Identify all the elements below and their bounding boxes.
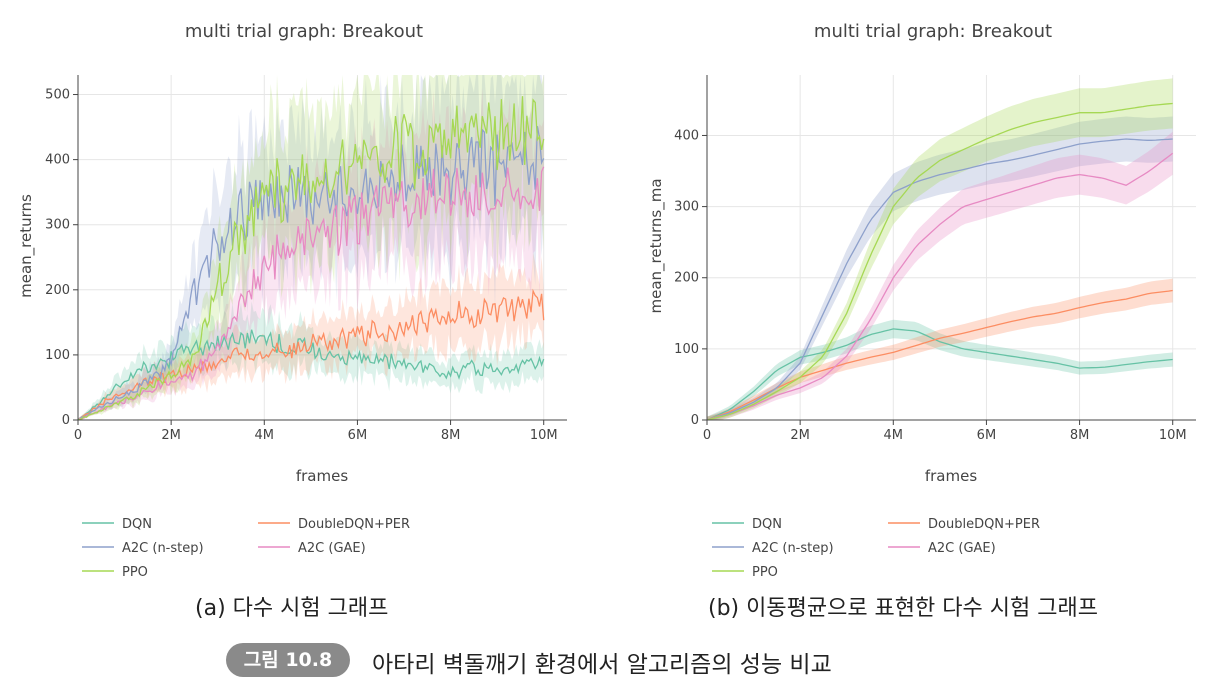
chart-title: multi trial graph: Breakout — [185, 21, 423, 42]
series-line-doubledqn-per — [706, 289, 1173, 421]
series-band-dqn — [78, 301, 544, 420]
series-line-ppo — [77, 96, 545, 421]
legend-item[interactable]: PPO — [712, 565, 778, 580]
y-tick-label: 200 — [674, 271, 699, 286]
x-tick-label: 10M — [530, 428, 558, 443]
x-tick-label: 0 — [74, 428, 82, 443]
subfigure-caption-b: (b) 이동평균으로 표현한 다수 시험 그래프 — [708, 596, 1098, 621]
legend-label: DQN — [122, 517, 152, 532]
legend: DQN DoubleDQN+PER A2C (n-step) A2C (GAE) PPO — [82, 517, 410, 580]
legend-label: DoubleDQN+PER — [298, 517, 410, 532]
legend-label: DoubleDQN+PER — [928, 517, 1040, 532]
series-line-ppo — [706, 102, 1173, 421]
series-band-doubledqn-per — [707, 278, 1173, 420]
legend-label: A2C (n-step) — [752, 541, 834, 556]
y-tick-label: 0 — [691, 413, 699, 428]
y-tick-label: 400 — [674, 128, 699, 143]
chart-title: multi trial graph: Breakout — [814, 21, 1052, 42]
x-tick-label: 2M — [790, 428, 810, 443]
subfigure-caption-a: (a) 다수 시험 그래프 — [195, 596, 389, 621]
series-line-doubledqn-per — [77, 288, 545, 421]
series-band-dqn — [707, 319, 1173, 420]
chart-moving-average: multi trial graph: Breakout 0 2M 4M 6M 8M 10M… — [647, 21, 1196, 580]
figure-caption: 아타리 벽돌깨기 환경에서 알고리즘의 성능 비교 — [372, 652, 832, 678]
legend-label: A2C (GAE) — [928, 541, 996, 556]
legend-item[interactable]: A2C (GAE) — [888, 541, 996, 556]
legend-label: A2C (n-step) — [122, 541, 204, 556]
y-tick-label: 100 — [674, 342, 699, 357]
figure-number-badge: 그림 10.8 — [226, 643, 350, 677]
x-tick-label: 4M — [884, 428, 904, 443]
y-tick-label: 400 — [45, 153, 70, 168]
series-line-a2c-n-step- — [706, 138, 1173, 421]
legend-item[interactable]: DQN — [82, 517, 152, 532]
legend-item[interactable]: DoubleDQN+PER — [888, 517, 1040, 532]
chart-raw: multi trial graph: Breakout 0 2M 4M 6M 8M 10M… — [17, 21, 567, 580]
series-line-a2c-gae- — [77, 166, 545, 421]
legend-label: DQN — [752, 517, 782, 532]
legend-item[interactable]: PPO — [82, 565, 148, 580]
legend-item[interactable]: DQN — [712, 517, 782, 532]
legend-item[interactable]: A2C (n-step) — [82, 541, 204, 556]
series-line-dqn — [706, 328, 1173, 421]
y-tick-label: 100 — [45, 348, 70, 363]
legend-item[interactable]: A2C (GAE) — [258, 541, 366, 556]
y-tick-label: 200 — [45, 283, 70, 298]
y-axis-label: mean_returns — [17, 194, 36, 298]
y-tick-label: 0 — [62, 413, 70, 428]
legend-label: PPO — [122, 565, 148, 580]
series-line-dqn — [77, 329, 545, 420]
legend: DQN DoubleDQN+PER A2C (n-step) A2C (GAE) PPO — [712, 517, 1040, 580]
x-tick-label: 0 — [703, 428, 711, 443]
series-band-doubledqn-per — [78, 252, 544, 420]
x-tick-label: 8M — [441, 428, 461, 443]
legend-label: A2C (GAE) — [298, 541, 366, 556]
x-tick-label: 6M — [348, 428, 368, 443]
series-band-a2c-n-step- — [707, 116, 1173, 420]
legend-item[interactable]: DoubleDQN+PER — [258, 517, 410, 532]
x-tick-label: 10M — [1159, 428, 1187, 443]
legend-label: PPO — [752, 565, 778, 580]
y-tick-label: 500 — [45, 88, 70, 103]
x-axis-label: frames — [925, 467, 977, 485]
y-tick-label: 300 — [674, 200, 699, 215]
x-tick-label: 2M — [161, 428, 181, 443]
x-tick-label: 4M — [255, 428, 275, 443]
y-tick-label: 300 — [45, 218, 70, 233]
x-tick-label: 6M — [977, 428, 997, 443]
x-tick-label: 8M — [1070, 428, 1090, 443]
series-line-a2c-gae- — [706, 152, 1174, 421]
legend-item[interactable]: A2C (n-step) — [712, 541, 834, 556]
y-axis-label: mean_returns_ma — [647, 178, 666, 313]
x-axis-label: frames — [296, 467, 348, 485]
series-band-ppo — [707, 78, 1173, 421]
